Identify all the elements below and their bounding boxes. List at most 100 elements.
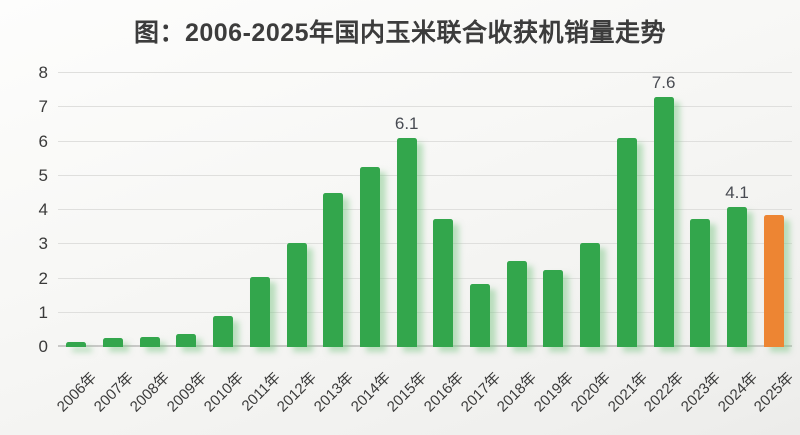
bar-column bbox=[425, 73, 462, 347]
x-tick-label: 2006年 bbox=[53, 369, 101, 416]
data-label: 6.1 bbox=[394, 114, 419, 134]
x-tick: 2025年 bbox=[751, 352, 797, 435]
x-tick-label: 2017年 bbox=[457, 369, 504, 416]
x-tick: 2010年 bbox=[201, 352, 247, 435]
x-tick: 2011年 bbox=[238, 352, 283, 435]
x-tick: 2023年 bbox=[678, 352, 724, 435]
bar-2023年 bbox=[690, 218, 711, 347]
y-tick-label: 5 bbox=[38, 165, 48, 185]
x-tick-label: 2020年 bbox=[567, 369, 614, 416]
x-tick-label: 2011年 bbox=[238, 369, 284, 415]
bar-2025年 bbox=[763, 215, 784, 347]
bar-column bbox=[278, 73, 315, 347]
bar-column bbox=[352, 73, 389, 347]
chart-title: 图：2006-2025年国内玉米联合收获机销量走势 bbox=[133, 19, 667, 47]
gridline bbox=[58, 140, 792, 142]
y-tick-label: 2 bbox=[38, 268, 48, 288]
gridline bbox=[58, 311, 792, 313]
bar-2007年 bbox=[103, 338, 124, 347]
x-tick: 2012年 bbox=[274, 352, 320, 435]
x-tick: 2013年 bbox=[311, 352, 357, 435]
bar-column bbox=[755, 73, 792, 347]
x-tick-label: 2025年 bbox=[751, 369, 798, 416]
bar-column: 6.1 bbox=[388, 73, 425, 347]
bar-2009年 bbox=[176, 334, 197, 347]
data-label: 4.1 bbox=[725, 182, 749, 202]
bar-2014年 bbox=[359, 167, 380, 347]
bar-column: 4.1 bbox=[719, 73, 756, 347]
bar-column bbox=[535, 73, 572, 347]
data-label: 7.6 bbox=[651, 73, 676, 92]
bar-2024年 bbox=[727, 206, 747, 347]
gridline bbox=[58, 106, 792, 108]
x-tick-label: 2007年 bbox=[90, 369, 137, 416]
x-tick-label: 2015年 bbox=[384, 369, 431, 416]
x-tick: 2008年 bbox=[127, 352, 173, 435]
bar-2018年 bbox=[506, 261, 527, 347]
x-tick-label: 2024年 bbox=[714, 369, 761, 416]
gridline bbox=[58, 277, 792, 279]
x-tick-label: 2023年 bbox=[677, 369, 725, 416]
plot-area: 6.1 7.6 4.1 0 1 2 3 4 5 6 7 8 bbox=[39, 63, 792, 356]
gridline bbox=[58, 174, 792, 176]
x-tick-label: 2010年 bbox=[200, 369, 247, 416]
x-tick: 2019年 bbox=[531, 352, 577, 435]
gridline bbox=[58, 209, 792, 210]
bar-2020年 bbox=[580, 242, 601, 347]
gridline bbox=[58, 72, 792, 73]
x-tick: 2020年 bbox=[568, 352, 614, 435]
bar-column bbox=[682, 73, 719, 347]
y-tick-label: 4 bbox=[38, 200, 48, 219]
x-tick: 2017年 bbox=[458, 352, 504, 435]
bar-2022年 bbox=[653, 97, 674, 347]
x-tick: 2007年 bbox=[91, 352, 137, 435]
x-tick-label: 2008年 bbox=[127, 369, 174, 416]
bars-group: 6.1 7.6 4.1 bbox=[58, 73, 792, 347]
x-tick-label: 2014年 bbox=[347, 369, 394, 416]
y-tick-label: 7 bbox=[38, 97, 48, 117]
x-tick: 2009年 bbox=[164, 352, 210, 435]
x-tick-label: 2018年 bbox=[494, 369, 541, 416]
bar-2019年 bbox=[543, 269, 564, 347]
x-tick-label: 2022年 bbox=[641, 369, 688, 416]
bar-column bbox=[205, 73, 242, 347]
y-tick-label: 1 bbox=[38, 302, 48, 322]
x-tick: 2021年 bbox=[604, 352, 650, 435]
bar-2021年 bbox=[616, 138, 637, 347]
x-tick-label: 2013年 bbox=[310, 369, 357, 416]
bar-column bbox=[609, 73, 646, 347]
y-tick-label: 8 bbox=[38, 63, 48, 82]
bar-column: 7.6 bbox=[645, 73, 682, 347]
gridline bbox=[58, 243, 792, 245]
bar-column bbox=[462, 73, 499, 347]
x-axis: 2006年 2007年 2008年 2009年 2010年 2011年 2012年 2013年… bbox=[54, 352, 798, 435]
bar-2012年 bbox=[286, 242, 307, 347]
bar-2015年 bbox=[396, 138, 417, 347]
x-tick: 2024年 bbox=[715, 352, 761, 435]
bar-2006年 bbox=[66, 341, 87, 347]
x-tick: 2018年 bbox=[494, 352, 540, 435]
x-tick: 2022年 bbox=[641, 352, 687, 435]
bar-2013年 bbox=[323, 192, 344, 347]
bar-column bbox=[95, 73, 132, 347]
y-tick-label: 0 bbox=[38, 337, 48, 356]
bar-column bbox=[58, 73, 95, 347]
bar-column bbox=[168, 73, 205, 347]
x-tick-label: 2009年 bbox=[163, 369, 211, 416]
bar-2008年 bbox=[139, 336, 160, 347]
x-axis-line bbox=[58, 345, 792, 347]
bar-2017年 bbox=[470, 283, 491, 347]
x-tick: 2016年 bbox=[421, 352, 467, 435]
x-tick-label: 2016年 bbox=[420, 369, 468, 416]
bar-2011年 bbox=[249, 276, 270, 347]
bar-column bbox=[572, 73, 609, 347]
bar-column bbox=[131, 73, 168, 347]
bar-2016年 bbox=[433, 218, 454, 347]
x-tick-label: 2021年 bbox=[604, 369, 651, 416]
x-tick-label: 2012年 bbox=[274, 369, 321, 416]
x-tick-label: 2019年 bbox=[530, 369, 578, 416]
y-tick-label: 6 bbox=[38, 131, 48, 151]
y-tick-label: 3 bbox=[38, 234, 48, 254]
x-tick: 2006年 bbox=[54, 352, 100, 435]
